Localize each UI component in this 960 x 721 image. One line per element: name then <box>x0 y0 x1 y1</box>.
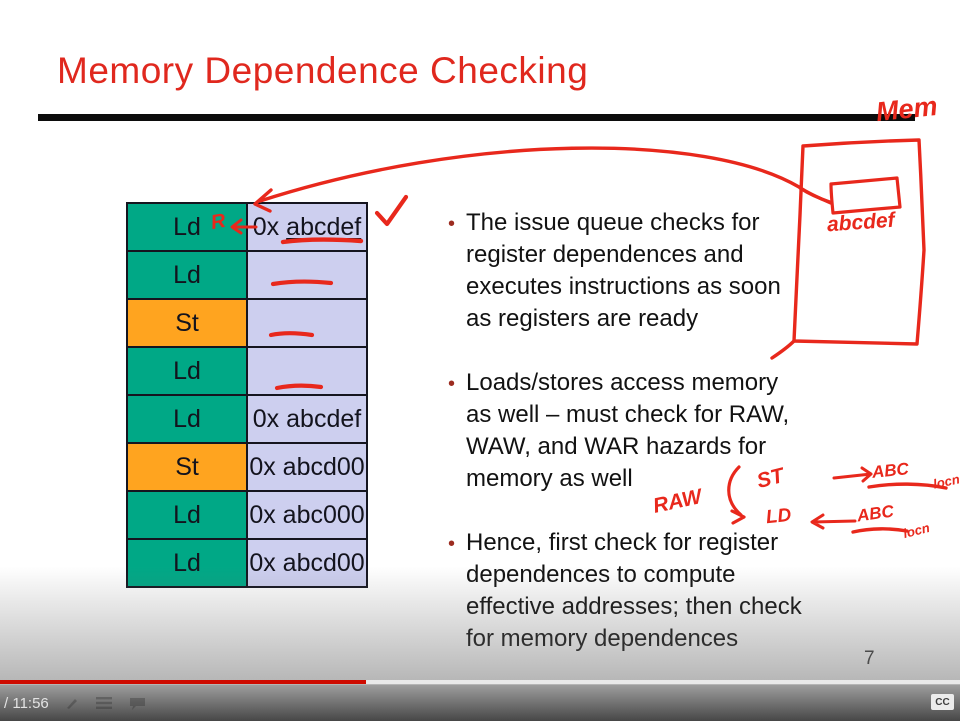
bullet-item: Hence, first check for register dependen… <box>448 527 856 655</box>
annotation-curve-arrow <box>258 146 833 205</box>
addr-cell: 0x abcd00 <box>248 540 368 588</box>
addr-cell: 0x abcd00 <box>248 444 368 492</box>
abc-bottom-label: ABC <box>855 501 895 526</box>
bullet-line: dependences to compute <box>466 561 736 588</box>
bullet-line: Hence, first check for register <box>466 529 779 556</box>
op-cell: Ld <box>128 252 248 300</box>
instruction-table: Ld 0x abcdef Ld St Ld Ld 0x abcdef St 0x … <box>126 202 368 588</box>
table-row: Ld 0x abcd00 <box>128 540 368 588</box>
seek-bar-progress <box>0 680 366 684</box>
annotation-checkmark <box>374 194 409 227</box>
annotation-cell-connector <box>798 186 832 204</box>
bullet-line: for memory dependences <box>466 625 739 652</box>
table-row: Ld <box>128 252 368 300</box>
playlist-icon[interactable] <box>95 697 112 709</box>
locn-top-label: locn <box>931 471 960 492</box>
addr-cell <box>248 300 368 348</box>
op-cell: Ld <box>128 540 248 588</box>
bullet-list: The issue queue checks for register depe… <box>448 207 856 687</box>
bullet-line: effective addresses; then check <box>466 593 802 620</box>
op-cell: Ld <box>128 396 248 444</box>
seek-bar[interactable] <box>0 680 960 684</box>
closed-captions-button[interactable]: CC <box>931 694 954 710</box>
addr-cell <box>248 348 368 396</box>
table-row: Ld 0x abcdef <box>128 204 368 252</box>
slide-title: Memory Dependence Checking <box>57 50 589 91</box>
bullet-line: executes instructions as soon <box>466 273 781 300</box>
op-cell: St <box>128 300 248 348</box>
bullet-line: Loads/stores access memory <box>466 369 779 396</box>
table-row: Ld <box>128 348 368 396</box>
op-cell: St <box>128 444 248 492</box>
table-row: Ld 0x abc000 <box>128 492 368 540</box>
bullet-item: Loads/stores access memory as well – mus… <box>448 367 856 495</box>
addr-cell: 0x abcdef <box>248 204 368 252</box>
op-cell: Ld <box>128 492 248 540</box>
addr-prefix: 0x <box>252 212 280 241</box>
bullet-line: memory as well <box>466 465 633 492</box>
mem-label: Mem <box>874 90 939 128</box>
bullet-line: The issue queue checks for <box>466 209 760 236</box>
pencil-icon[interactable] <box>65 696 79 710</box>
abc-top-label: ABC <box>871 459 910 482</box>
addr-word-underlined: abcdef <box>286 212 362 241</box>
slide-page-number: 7 <box>864 648 875 669</box>
time-display: / 11:56 <box>4 694 49 712</box>
bullet-line: WAW, and WAR hazards for <box>466 433 767 460</box>
bullet-line: as registers are ready <box>466 305 699 332</box>
annotation-underline-abc-bottom <box>851 527 909 534</box>
bullet-line: register dependences and <box>466 241 744 268</box>
addr-cell: 0x abc000 <box>248 492 368 540</box>
locn-bottom-label: locn <box>901 519 932 542</box>
bullet-line: as well – must check for RAW, <box>466 401 790 428</box>
table-row: St 0x abcd00 <box>128 444 368 492</box>
title-divider <box>38 114 915 121</box>
op-cell: Ld <box>128 204 248 252</box>
load-label: LD <box>764 504 793 529</box>
player-control-bar: / 11:56 CC <box>0 684 960 721</box>
chat-bubble-icon[interactable] <box>129 697 146 710</box>
bullet-item: The issue queue checks for register depe… <box>448 207 856 335</box>
op-cell: Ld <box>128 348 248 396</box>
player-toolbar-icons <box>65 696 146 710</box>
table-row: St <box>128 300 368 348</box>
table-row: Ld 0x abcdef <box>128 396 368 444</box>
addr-cell: 0x abcdef <box>248 396 368 444</box>
abcdef-label: abcdef <box>826 208 896 237</box>
addr-cell <box>248 252 368 300</box>
